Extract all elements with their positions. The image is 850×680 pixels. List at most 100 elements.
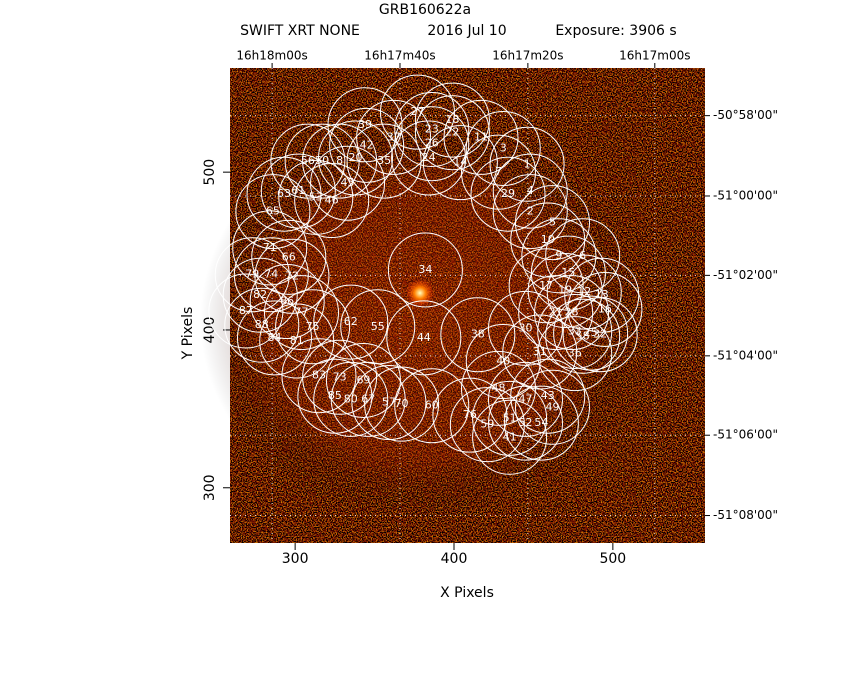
region-circle xyxy=(443,99,519,175)
region-circle xyxy=(351,365,427,441)
region-label: 14 xyxy=(453,156,467,169)
region-label: 69 xyxy=(356,373,370,386)
region-circle xyxy=(263,275,339,351)
region-label: 30 xyxy=(518,321,532,334)
region-circle xyxy=(318,120,394,196)
y2-tick-label: -51°04'00" xyxy=(713,348,778,362)
region-label: 87 xyxy=(239,304,253,317)
region-circle xyxy=(465,110,541,186)
x-axis-label: X Pixels xyxy=(440,585,494,601)
region-label: 22 xyxy=(445,126,459,139)
y-axis-label: Y Pixels xyxy=(180,307,196,361)
region-circle xyxy=(567,271,643,347)
region-label: 34 xyxy=(418,263,432,276)
region-circle xyxy=(472,399,548,475)
y-tick-label: 400 xyxy=(202,317,218,344)
subtitle: Exposure: 3906 s xyxy=(555,23,676,39)
y2-tick-label: -50°58'00" xyxy=(713,108,778,122)
region-circle xyxy=(394,92,470,168)
region-label: 26 xyxy=(425,137,439,150)
region-label: 8 xyxy=(336,154,343,167)
region-circle xyxy=(222,257,298,333)
region-label: 20 xyxy=(349,151,363,164)
region-label: 52 xyxy=(518,416,532,429)
region-circle xyxy=(391,120,467,196)
region-circle xyxy=(487,385,563,461)
region-circle xyxy=(281,338,357,414)
region-label: 73 xyxy=(333,370,347,383)
region-circle xyxy=(260,153,336,229)
subtitle: 2016 Jul 10 xyxy=(427,23,506,39)
region-label: 5 xyxy=(549,216,556,229)
region-label: 83 xyxy=(312,369,326,382)
region-circle xyxy=(310,145,386,221)
region-circle xyxy=(364,366,440,442)
x2-tick-label: 16h17m20s xyxy=(492,49,563,63)
region-circle xyxy=(275,289,351,365)
region-label: 33 xyxy=(568,325,582,338)
region-circle xyxy=(487,290,563,366)
region-label: 25 xyxy=(584,326,598,339)
region-circle xyxy=(233,237,309,313)
region-label: 80 xyxy=(344,392,358,405)
region-label: 55 xyxy=(371,320,385,333)
region-circle xyxy=(236,300,312,376)
region-label: 84 xyxy=(267,331,281,344)
region-circle xyxy=(472,380,548,456)
region-label: 58 xyxy=(576,329,590,342)
region-circle xyxy=(422,125,498,201)
region-label: 40 xyxy=(496,355,510,368)
region-circle xyxy=(251,219,327,295)
region-circle xyxy=(330,361,406,437)
region-label: 15 xyxy=(561,266,575,279)
region-label: 43 xyxy=(541,389,555,402)
region-circle xyxy=(553,295,629,371)
region-label: 44 xyxy=(417,331,431,344)
region-circle xyxy=(249,264,325,340)
region-label: 59 xyxy=(480,418,494,431)
y-tick-label: 300 xyxy=(202,474,218,501)
region-circle xyxy=(414,95,490,171)
region-label: 75 xyxy=(306,320,320,333)
region-label: 57 xyxy=(382,396,396,409)
region-circle xyxy=(394,368,470,444)
y2-tick-label: -51°06'00" xyxy=(713,428,778,442)
region-circle xyxy=(214,237,290,313)
region-circle xyxy=(492,174,568,250)
region-circle xyxy=(489,126,565,202)
region-label: 23 xyxy=(425,123,439,136)
region-label: 76 xyxy=(463,408,477,421)
region-label: 81 xyxy=(290,334,304,347)
region-circle xyxy=(440,297,516,373)
region-label: 70 xyxy=(395,397,409,410)
region-label: 49 xyxy=(545,400,559,413)
region-circle xyxy=(224,287,300,363)
region-circle xyxy=(313,284,389,360)
region-circle xyxy=(235,174,311,250)
region-label: 9 xyxy=(555,249,562,262)
region-circle xyxy=(232,210,308,286)
region-label: 11 xyxy=(474,130,488,143)
region-label: 2 xyxy=(527,205,534,218)
region-circle xyxy=(537,316,613,392)
region-circle xyxy=(503,385,579,461)
region-label: 37 xyxy=(387,130,401,143)
region-label: 46 xyxy=(325,194,339,207)
region-circle xyxy=(537,294,613,370)
region-circle xyxy=(546,254,622,330)
region-label: 85 xyxy=(328,389,342,402)
region-label: 41 xyxy=(503,430,517,443)
region-label: 53 xyxy=(309,190,323,203)
region-circle xyxy=(329,107,405,183)
region-circle xyxy=(387,232,463,308)
x2-tick-label: 16h17m40s xyxy=(364,49,435,63)
region-label: 1 xyxy=(524,157,531,170)
region-circle xyxy=(414,82,490,158)
region-label: 66 xyxy=(282,250,296,263)
region-label: 4 xyxy=(527,184,534,197)
x-tick-label: 300 xyxy=(282,551,309,567)
region-label: 36 xyxy=(568,347,582,360)
region-circle xyxy=(545,298,621,374)
region-circle xyxy=(527,253,603,329)
x-tick-label: 400 xyxy=(441,551,468,567)
